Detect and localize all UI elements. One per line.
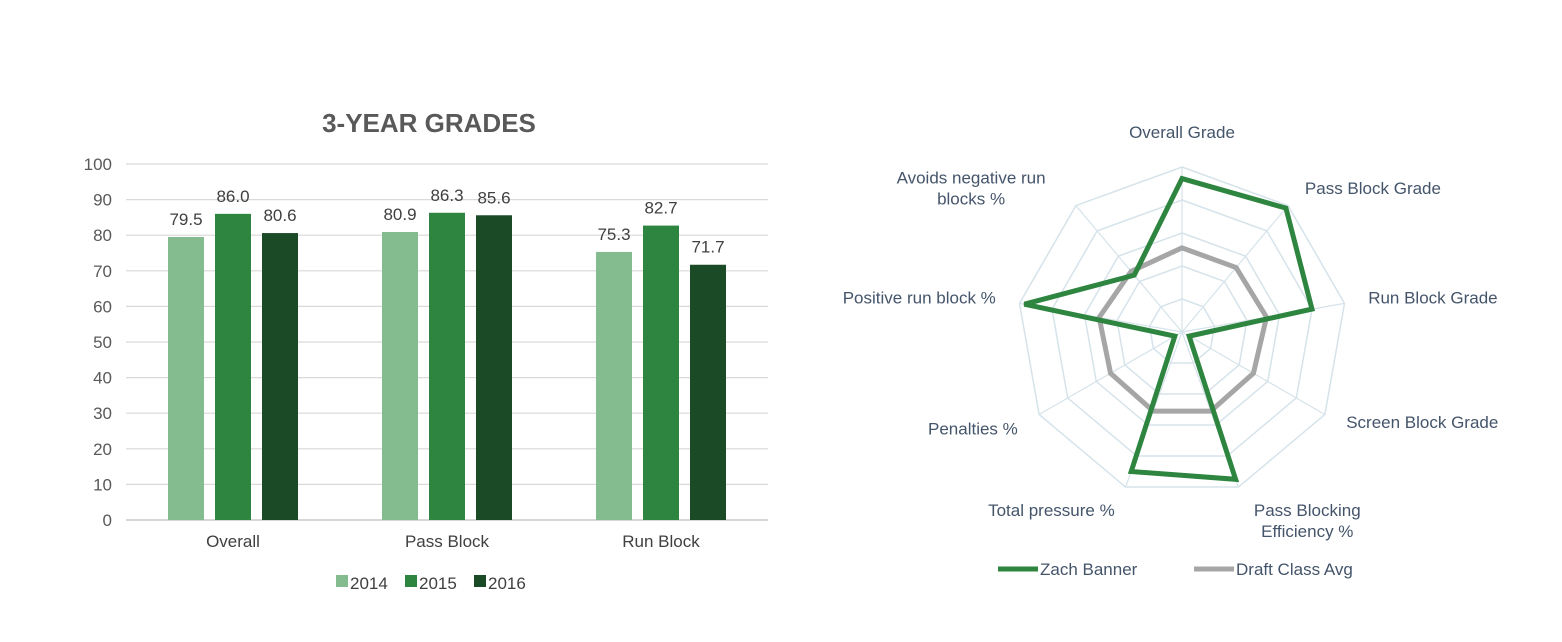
radar-axis-label: Positive run block %: [843, 288, 996, 307]
y-tick-label: 50: [93, 333, 112, 352]
bar-x-axis: Overall Pass Block Run Block: [206, 532, 700, 551]
radar-legend: Zach Banner Draft Class Avg: [998, 560, 1353, 579]
y-tick-label: 60: [93, 297, 112, 316]
legend-swatch: [336, 575, 348, 587]
radar-grid-ring: [1148, 298, 1216, 364]
legend-label: 2015: [419, 574, 457, 593]
bar-data-label: 82.7: [644, 199, 677, 218]
bar: [596, 251, 632, 520]
radar-series-line: [1096, 245, 1270, 414]
y-tick-label: 80: [93, 226, 112, 245]
radar-axis-label: Pass Block Grade: [1305, 179, 1441, 198]
legend-label: 2014: [350, 574, 388, 593]
bar-data-label: 79.5: [169, 210, 202, 229]
y-tick-label: 70: [93, 262, 112, 281]
bar: [262, 233, 298, 520]
y-tick-label: 20: [93, 440, 112, 459]
x-category-label: Pass Block: [405, 532, 490, 551]
bar: [643, 225, 679, 520]
y-tick-label: 0: [103, 511, 112, 530]
bar-data-label: 86.0: [216, 187, 249, 206]
bar: [168, 236, 204, 521]
bar: [382, 231, 418, 520]
x-category-label: Run Block: [622, 532, 700, 551]
bar: [690, 264, 726, 520]
legend-label: 2016: [488, 574, 526, 593]
radar-series-line: [1023, 175, 1316, 483]
radar-gridlines: [1018, 166, 1346, 488]
legend-swatch: [405, 575, 417, 587]
radar-axis-label: Overall Grade: [1129, 123, 1235, 142]
radar-axis-labels: Overall Grade Pass Block Grade Run Block G…: [843, 123, 1499, 541]
y-tick-label: 40: [93, 369, 112, 388]
bar-series: [168, 212, 726, 521]
radar-chart: Overall Grade Pass Block Grade Run Block G…: [843, 123, 1499, 579]
radar-spoke: [1075, 205, 1183, 333]
radar-axis-label: blocks %: [937, 189, 1005, 208]
bar-data-labels: 79.5 86.0 80.6 80.9 86.3 85.6 75.3 82.7 71.7: [169, 186, 724, 257]
y-tick-label: 90: [93, 191, 112, 210]
bar-chart: 3-YEAR GRADES 0 10 20 30 40 50 60 70 80 90 100 79.…: [84, 108, 768, 593]
radar-axis-label: Penalties %: [928, 420, 1018, 439]
bar-data-label: 75.3: [597, 225, 630, 244]
radar-grid-ring: [1116, 265, 1248, 395]
bar-chart-title: 3-YEAR GRADES: [322, 108, 536, 138]
bar: [476, 215, 512, 520]
y-tick-label: 30: [93, 404, 112, 423]
radar-legend-label: Draft Class Avg: [1236, 560, 1353, 579]
bar-data-label: 86.3: [430, 186, 463, 205]
radar-series: [1023, 175, 1316, 483]
radar-axis-label: Avoids negative run: [897, 168, 1046, 187]
bar-data-label: 80.9: [383, 205, 416, 224]
bar-data-label: 80.6: [263, 206, 296, 225]
legend-swatch: [474, 575, 486, 587]
radar-legend-label: Zach Banner: [1040, 560, 1138, 579]
radar-axis-label: Pass Blocking: [1254, 501, 1361, 520]
bar-data-label: 85.6: [477, 188, 510, 207]
radar-grid-ring: [1018, 166, 1346, 488]
radar-axis-label: Total pressure %: [988, 501, 1115, 520]
bar-legend: 2014 2015 2016: [336, 574, 526, 593]
bar-y-axis: 0 10 20 30 40 50 60 70 80 90 100: [84, 155, 112, 530]
y-tick-label: 10: [93, 475, 112, 494]
radar-axis-label: Run Block Grade: [1368, 288, 1497, 307]
radar-grid-ring: [1051, 199, 1313, 457]
y-tick-label: 100: [84, 155, 112, 174]
bar-data-label: 71.7: [691, 238, 724, 257]
x-category-label: Overall: [206, 532, 260, 551]
bar: [429, 212, 465, 520]
radar-axis-label: Screen Block Grade: [1346, 413, 1498, 432]
bar: [215, 213, 251, 520]
radar-axis-label: Efficiency %: [1261, 522, 1353, 541]
